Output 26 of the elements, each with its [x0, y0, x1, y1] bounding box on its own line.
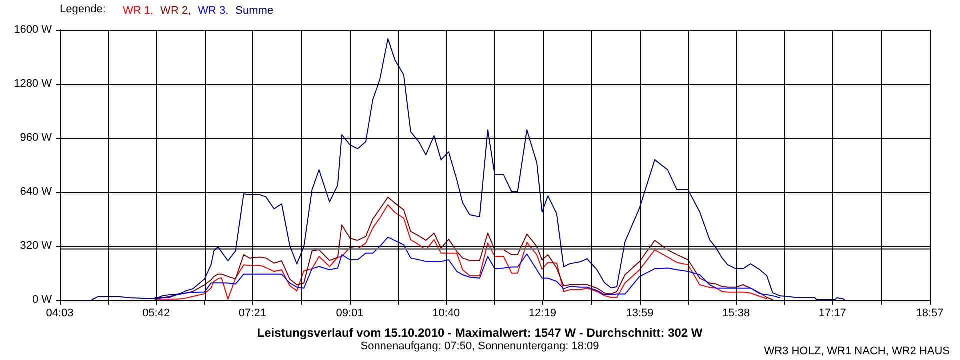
x-tick-label: 09:01 [336, 308, 364, 320]
text: Leistungsverlauf vom 15.10.2010 - Maximalwert: 1547 W - Durchschnitt: 302 W [257, 326, 704, 340]
text: WR 3, [198, 5, 229, 17]
text: WR3 HOLZ, WR1 NACH, WR2 HAUS [764, 346, 950, 358]
y-tick-label: 640 W [20, 186, 53, 198]
text: Sonnenaufgang: 07:50, Sonnenuntergang: 18:09 [360, 340, 600, 352]
x-tick-label: 13:59 [626, 308, 654, 320]
y-tick-label: 960 W [20, 132, 53, 144]
y-tick-label: 320 W [20, 240, 53, 252]
text: WR 2, [160, 5, 192, 17]
x-tick-label: 05:42 [142, 308, 170, 320]
y-tick-label: 1280 W [14, 78, 53, 90]
y-tick-label: 0 W [32, 294, 53, 306]
x-tick-label: 04:03 [46, 308, 74, 320]
x-tick-label: 18:57 [916, 308, 944, 320]
text: Summe [236, 5, 274, 17]
legend-title: Legende: [60, 4, 106, 16]
x-tick-label: 10:40 [432, 308, 460, 320]
y-tick-label: 1600 W [14, 24, 53, 36]
x-tick-label: 17:17 [818, 308, 846, 320]
x-tick-label: 07:21 [238, 308, 266, 320]
x-tick-label: 12:19 [528, 308, 556, 320]
line-series [92, 38, 846, 300]
x-tick-label: 15:38 [722, 308, 750, 320]
line-series [154, 236, 780, 298]
text: WR 1, [123, 5, 154, 17]
